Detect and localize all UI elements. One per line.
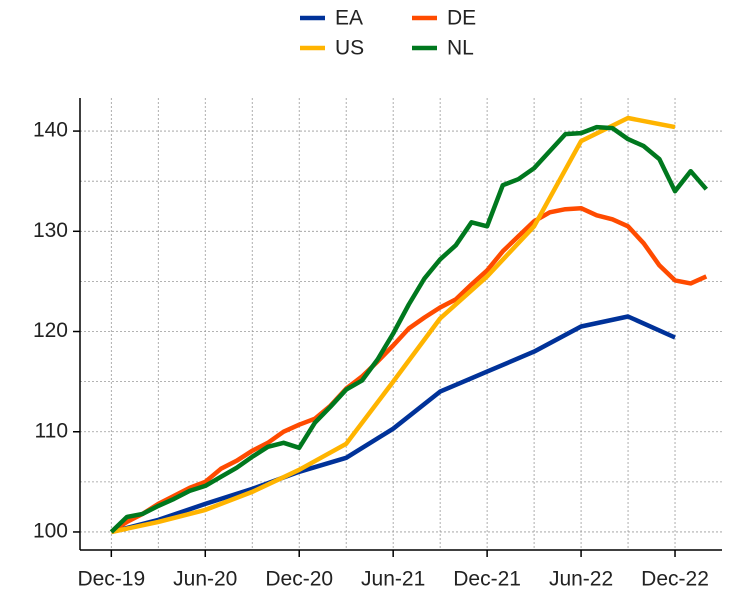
- y-tick-label: 120: [33, 319, 68, 342]
- y-tick-label: 100: [33, 520, 68, 543]
- legend-label: DE: [447, 7, 476, 30]
- series-line: [110, 205, 708, 534]
- x-tick-label: Dec-21: [453, 568, 521, 591]
- legend-label: EA: [335, 7, 363, 30]
- y-tick-label: 130: [33, 219, 68, 242]
- y-tick-label: 110: [35, 419, 68, 442]
- x-tick-label: Jun-22: [549, 568, 613, 591]
- legend-label: NL: [447, 37, 474, 60]
- x-tick-label: Jun-20: [173, 568, 237, 591]
- x-tick-label: Dec-20: [265, 568, 333, 591]
- legend-label: US: [335, 37, 364, 60]
- x-tick-label: Jun-21: [361, 568, 425, 591]
- series-line: [110, 314, 676, 535]
- series-line: [110, 115, 676, 535]
- x-tick-label: Dec-22: [641, 568, 709, 591]
- y-tick-label: 140: [33, 119, 68, 142]
- series-line: [109, 124, 709, 534]
- x-tick-label: Dec-19: [77, 568, 145, 591]
